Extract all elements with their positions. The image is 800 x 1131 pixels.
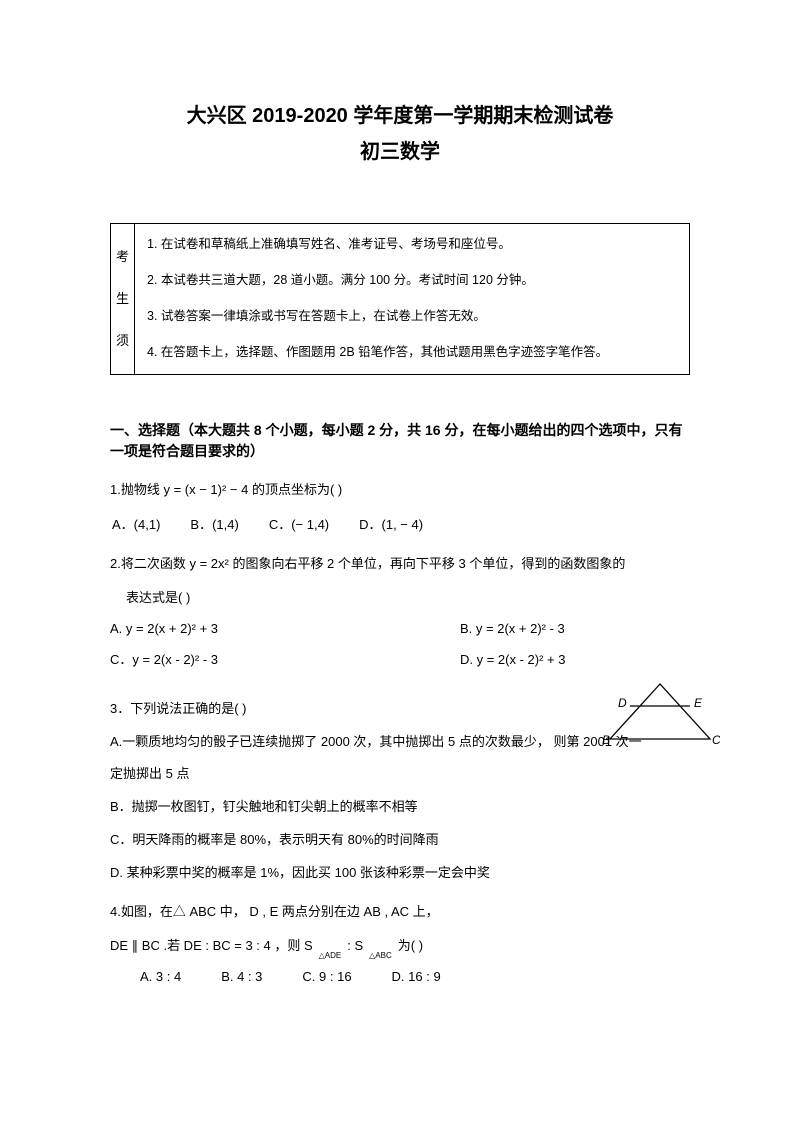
triangle-label-c: C [712,733,720,747]
notice-item: 3. 试卷答案一律填涂或书写在答题卡上，在试卷上作答无效。 [147,306,677,326]
q4-stem-line2: DE ∥ BC .若 DE : BC = 3 : 4 ，则 S △ADE : S… [110,936,690,957]
q4-opt-b: B. 4 : 3 [221,967,262,988]
q3-opt-b: B．抛掷一枚图钉，钉尖触地和钉尖朝上的概率不相等 [110,797,690,818]
notice-item: 4. 在答题卡上，选择题、作图题用 2B 铅笔作答，其他试题用黑色字迹签字笔作答… [147,342,677,362]
q1-opt-b: B．(1,4) [190,515,238,536]
doc-title-line2: 初三数学 [110,136,690,168]
notice-item: 1. 在试卷和草稿纸上准确填写姓名、准考证号、考场号和座位号。 [147,234,677,254]
q4-opt-d: D. 16 : 9 [392,967,441,988]
notice-content: 1. 在试卷和草稿纸上准确填写姓名、准考证号、考场号和座位号。 2. 本试卷共三… [135,224,689,374]
question-4: 4.如图，在△ ABC 中， D , E 两点分别在边 AB , AC 上， D… [110,902,690,988]
notice-side-char: 须 [116,331,129,352]
q1-options: A．(4,1) B．(1,4) C．(− 1,4) D．(1, − 4) [110,515,690,536]
q1-opt-d: D．(1, − 4) [359,515,423,536]
q1-opt-a: A．(4,1) [112,515,160,536]
q4-stem2c: 为( ) [398,936,423,957]
notice-side-label: 考 生 须 [111,224,135,374]
notice-side-char: 考 [116,247,129,268]
q3-opt-c: C．明天降雨的概率是 80%，表示明天有 80%的时间降雨 [110,830,690,851]
q3-opt-a-line2: 定抛掷出 5 点 [110,764,690,785]
triangle-label-d: D [618,696,627,710]
q4-sub-abc: △ABC [369,950,392,963]
triangle-diagram: B C D E [600,679,720,749]
q2-opt-b: B. y = 2(x + 2)² - 3 [400,619,690,640]
q2-opt-c: C．y = 2(x - 2)² - 3 [110,650,400,671]
q2-options: A. y = 2(x + 2)² + 3 B. y = 2(x + 2)² - … [110,619,690,681]
question-2: 2.将二次函数 y = 2x² 的图象向右平移 2 个单位，再向下平移 3 个单… [110,554,690,681]
section-1-header: 一、选择题（本大题共 8 个小题，每小题 2 分，共 16 分，在每小题给出的四… [110,420,690,462]
notice-side-char: 生 [116,289,129,310]
question-3: 3．下列说法正确的是( ) A.一颗质地均匀的骰子已连续抛掷了 2000 次，其… [110,699,690,884]
q1-stem: 1.抛物线 y = (x − 1)² − 4 的顶点坐标为( ) [110,480,690,501]
q4-opt-a: A. 3 : 4 [140,967,181,988]
q1-opt-c: C．(− 1,4) [269,515,329,536]
q2-opt-a: A. y = 2(x + 2)² + 3 [110,619,400,640]
q2-stem: 2.将二次函数 y = 2x² 的图象向右平移 2 个单位，再向下平移 3 个单… [110,554,690,575]
notice-item: 2. 本试卷共三道大题，28 道小题。满分 100 分。考试时间 120 分钟。 [147,270,677,290]
q4-sub-ade: △ADE [319,950,342,963]
q4-opt-c: C. 9 : 16 [302,967,351,988]
doc-title-line1: 大兴区 2019-2020 学年度第一学期期末检测试卷 [110,100,690,132]
q4-stem2b: : S [347,936,363,957]
notice-box: 考 生 须 1. 在试卷和草稿纸上准确填写姓名、准考证号、考场号和座位号。 2.… [110,223,690,375]
q4-stem-line1: 4.如图，在△ ABC 中， D , E 两点分别在边 AB , AC 上， [110,902,690,923]
q4-stem2a: DE ∥ BC .若 DE : BC = 3 : 4 ，则 S [110,936,313,957]
triangle-label-e: E [694,696,703,710]
q3-opt-d: D. 某种彩票中奖的概率是 1%，因此买 100 张该种彩票一定会中奖 [110,863,690,884]
q2-stem2: 表达式是( ) [110,588,690,609]
q4-options: A. 3 : 4 B. 4 : 3 C. 9 : 16 D. 16 : 9 [110,967,690,988]
triangle-label-b: B [602,733,610,747]
question-1: 1.抛物线 y = (x − 1)² − 4 的顶点坐标为( ) A．(4,1)… [110,480,690,536]
q2-opt-d: D. y = 2(x - 2)² + 3 [400,650,690,671]
